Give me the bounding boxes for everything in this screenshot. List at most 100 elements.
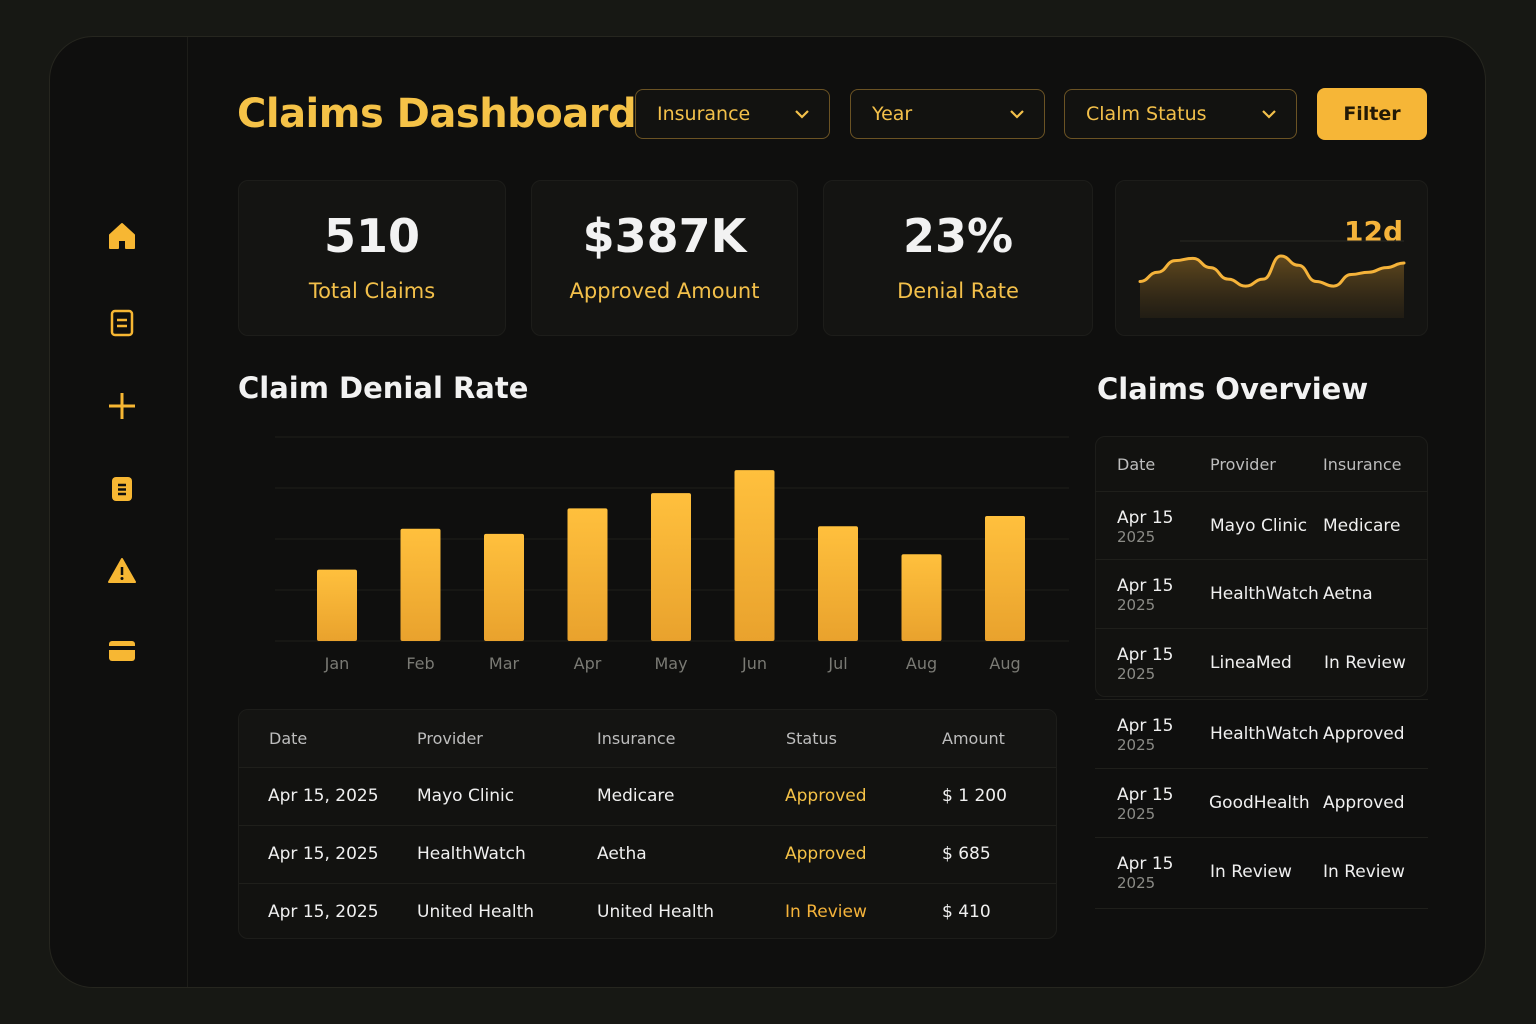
overview-year: 2025 bbox=[1117, 805, 1156, 823]
overview-date: Apr 15 bbox=[1117, 576, 1174, 596]
denial-chart-title: Claim Denial Rate bbox=[238, 371, 529, 405]
chart-bar[interactable] bbox=[734, 470, 775, 641]
overview-insurance: Aetna bbox=[1323, 584, 1373, 604]
denial-rate-chart: Jan Feb Mar Apr May Jun Jul Aug Aug bbox=[237, 432, 1069, 682]
cell-date: Apr 15, 2025 bbox=[268, 786, 379, 806]
claims-overview-card bbox=[1095, 436, 1428, 697]
cell-insurance: Medicare bbox=[597, 786, 675, 806]
cell-insurance: Aetha bbox=[597, 844, 647, 864]
kpi-value: 510 bbox=[323, 209, 421, 263]
chart-bar[interactable] bbox=[818, 526, 858, 641]
overview-row[interactable]: Apr 15 2025 In Review In Review bbox=[1095, 837, 1428, 909]
overview-year: 2025 bbox=[1117, 665, 1156, 683]
overview-insurance: Medicare bbox=[1323, 516, 1401, 536]
credit-card-icon bbox=[109, 641, 135, 661]
claims-overview-title: Claims Overview bbox=[1097, 372, 1369, 406]
x-tick-label: Jan bbox=[324, 654, 350, 673]
sidebar-item-home[interactable] bbox=[106, 220, 138, 252]
column-header-provider: Provider bbox=[417, 729, 483, 748]
sidebar-item-billing[interactable] bbox=[106, 635, 138, 667]
chart-bar[interactable] bbox=[901, 554, 942, 641]
overview-row[interactable]: Apr 15 2025 HealthWatch Approved bbox=[1095, 699, 1428, 769]
cell-provider: United Health bbox=[417, 902, 535, 922]
table-row[interactable]: Apr 15, 2025 HealthWatch Aetha Approved … bbox=[239, 825, 1056, 883]
home-icon bbox=[109, 223, 135, 249]
report-icon bbox=[112, 477, 132, 501]
insurance-select[interactable]: Insurance bbox=[635, 89, 830, 139]
x-tick-label: Aug bbox=[906, 654, 937, 673]
kpi-label: Denial Rate bbox=[897, 279, 1019, 303]
overview-insurance: Approved bbox=[1323, 724, 1405, 744]
cell-amount: $ 410 bbox=[942, 902, 991, 922]
kpi-card-processing-time: 12d bbox=[1115, 180, 1428, 336]
kpi-card-denial-rate: 23% Denial Rate bbox=[823, 180, 1093, 336]
chevron-down-icon bbox=[1262, 110, 1276, 119]
table-header-row: Date Provider Insurance Status Amount bbox=[239, 710, 1056, 767]
insurance-select-label: Insurance bbox=[657, 103, 751, 125]
chart-bar[interactable] bbox=[400, 528, 441, 641]
sparkline-value: 12d bbox=[1343, 215, 1403, 248]
cell-status: In Review bbox=[785, 902, 867, 922]
overview-provider: GoodHealth bbox=[1209, 793, 1310, 813]
kpi-value: 23% bbox=[902, 209, 1014, 263]
page-title: Claims Dashboard bbox=[237, 91, 637, 137]
chart-bar[interactable] bbox=[567, 508, 608, 641]
overview-year: 2025 bbox=[1117, 528, 1156, 546]
chevron-down-icon bbox=[795, 110, 809, 119]
overview-header-date: Date bbox=[1117, 455, 1156, 474]
overview-year: 2025 bbox=[1117, 874, 1156, 892]
overview-date: Apr 15 bbox=[1117, 785, 1174, 805]
overview-year: 2025 bbox=[1117, 736, 1156, 754]
x-tick-label: Feb bbox=[406, 654, 434, 673]
chart-bar[interactable] bbox=[317, 569, 357, 641]
sidebar-item-reports[interactable] bbox=[106, 473, 138, 505]
overview-provider: LineaMed bbox=[1210, 653, 1292, 673]
x-tick-label: May bbox=[654, 654, 687, 673]
kpi-label: Total Claims bbox=[308, 279, 436, 303]
overview-insurance: In Review bbox=[1323, 862, 1405, 882]
sparkline bbox=[1138, 240, 1406, 318]
filter-button[interactable]: Filter bbox=[1317, 88, 1427, 140]
x-tick-label: Apr bbox=[574, 654, 602, 673]
overview-row[interactable]: Apr 15 2025 Mayo Clinic Medicare bbox=[1095, 491, 1428, 560]
chart-bar[interactable] bbox=[985, 516, 1025, 641]
cell-amount: $ 685 bbox=[942, 844, 991, 864]
plus-icon bbox=[109, 393, 135, 419]
kpi-card-approved-amount: $387K Approved Amount bbox=[531, 180, 798, 336]
kpi-label: Approved Amount bbox=[569, 279, 760, 303]
column-header-insurance: Insurance bbox=[597, 729, 676, 748]
column-header-amount: Amount bbox=[942, 729, 1005, 748]
claim-status-select-label: Clalm Status bbox=[1086, 103, 1207, 125]
overview-row[interactable]: Apr 15 2025 LineaMed In Review bbox=[1095, 628, 1428, 698]
sidebar-item-add[interactable] bbox=[106, 390, 138, 422]
overview-provider: HealthWatch bbox=[1210, 724, 1319, 744]
year-select[interactable]: Year bbox=[850, 89, 1045, 139]
overview-provider: HealthWatch bbox=[1210, 584, 1319, 604]
table-row[interactable]: Apr 15, 2025 United Health United Health… bbox=[239, 883, 1056, 938]
cell-provider: HealthWatch bbox=[417, 844, 526, 864]
chart-bar[interactable] bbox=[484, 533, 524, 641]
year-select-label: Year bbox=[872, 103, 913, 125]
overview-provider: In Review bbox=[1210, 862, 1292, 882]
sidebar-item-claims[interactable] bbox=[106, 307, 138, 339]
cell-date: Apr 15, 2025 bbox=[268, 902, 379, 922]
document-icon bbox=[110, 309, 134, 337]
table-row[interactable]: Apr 15, 2025 Mayo Clinic Medicare Approv… bbox=[239, 767, 1056, 825]
overview-row[interactable]: Apr 15 2025 GoodHealth Approved bbox=[1095, 768, 1428, 838]
overview-date: Apr 15 bbox=[1117, 716, 1174, 736]
sidebar-item-alerts[interactable] bbox=[106, 555, 138, 587]
overview-provider: Mayo Clinic bbox=[1210, 516, 1308, 536]
column-header-date: Date bbox=[269, 729, 308, 748]
claim-status-select[interactable]: Clalm Status bbox=[1064, 89, 1297, 139]
overview-header-provider: Provider bbox=[1210, 455, 1276, 474]
warning-icon bbox=[108, 558, 136, 583]
kpi-value: $387K bbox=[582, 209, 747, 263]
overview-date: Apr 15 bbox=[1117, 508, 1174, 528]
dashboard-window: Claims Dashboard Insurance Year Clalm St… bbox=[49, 36, 1486, 988]
chart-bar[interactable] bbox=[651, 493, 691, 641]
overview-insurance: In Review bbox=[1324, 653, 1406, 673]
x-tick-label: Jul bbox=[827, 654, 847, 673]
chevron-down-icon bbox=[1010, 110, 1024, 119]
overview-row[interactable]: Apr 15 2025 HealthWatch Aetna bbox=[1095, 559, 1428, 629]
overview-header-row: Date Provider Insurance bbox=[1095, 436, 1428, 491]
